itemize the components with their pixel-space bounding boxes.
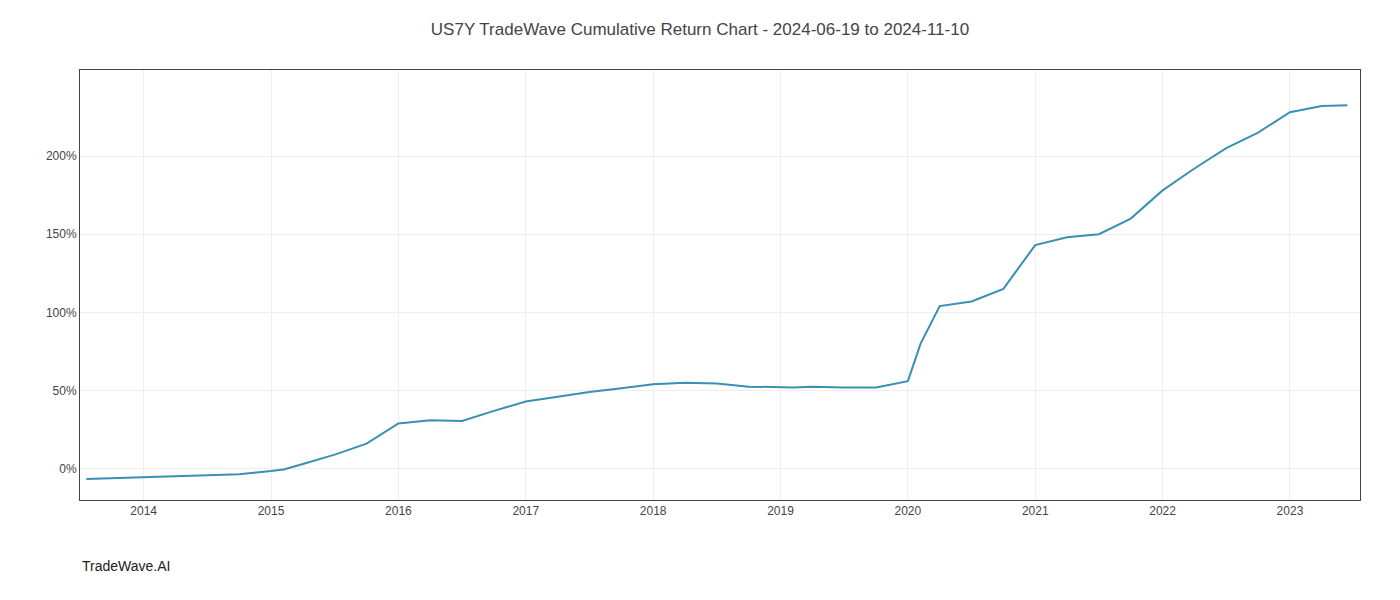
svg-text:2019: 2019 xyxy=(767,504,794,518)
svg-text:US7Y TradeWave Cumulative Retu: US7Y TradeWave Cumulative Return Chart -… xyxy=(431,20,969,39)
svg-text:2021: 2021 xyxy=(1022,504,1049,518)
svg-text:2015: 2015 xyxy=(258,504,285,518)
svg-text:2017: 2017 xyxy=(512,504,539,518)
svg-text:50%: 50% xyxy=(53,384,77,398)
svg-text:TradeWave.AI: TradeWave.AI xyxy=(82,558,170,574)
svg-text:2023: 2023 xyxy=(1277,504,1304,518)
svg-text:2022: 2022 xyxy=(1149,504,1176,518)
svg-text:2014: 2014 xyxy=(130,504,157,518)
svg-text:2020: 2020 xyxy=(895,504,922,518)
svg-text:150%: 150% xyxy=(46,227,77,241)
svg-text:2016: 2016 xyxy=(385,504,412,518)
svg-text:0%: 0% xyxy=(59,462,77,476)
svg-text:100%: 100% xyxy=(46,306,77,320)
svg-text:200%: 200% xyxy=(46,149,77,163)
svg-text:2018: 2018 xyxy=(640,504,667,518)
